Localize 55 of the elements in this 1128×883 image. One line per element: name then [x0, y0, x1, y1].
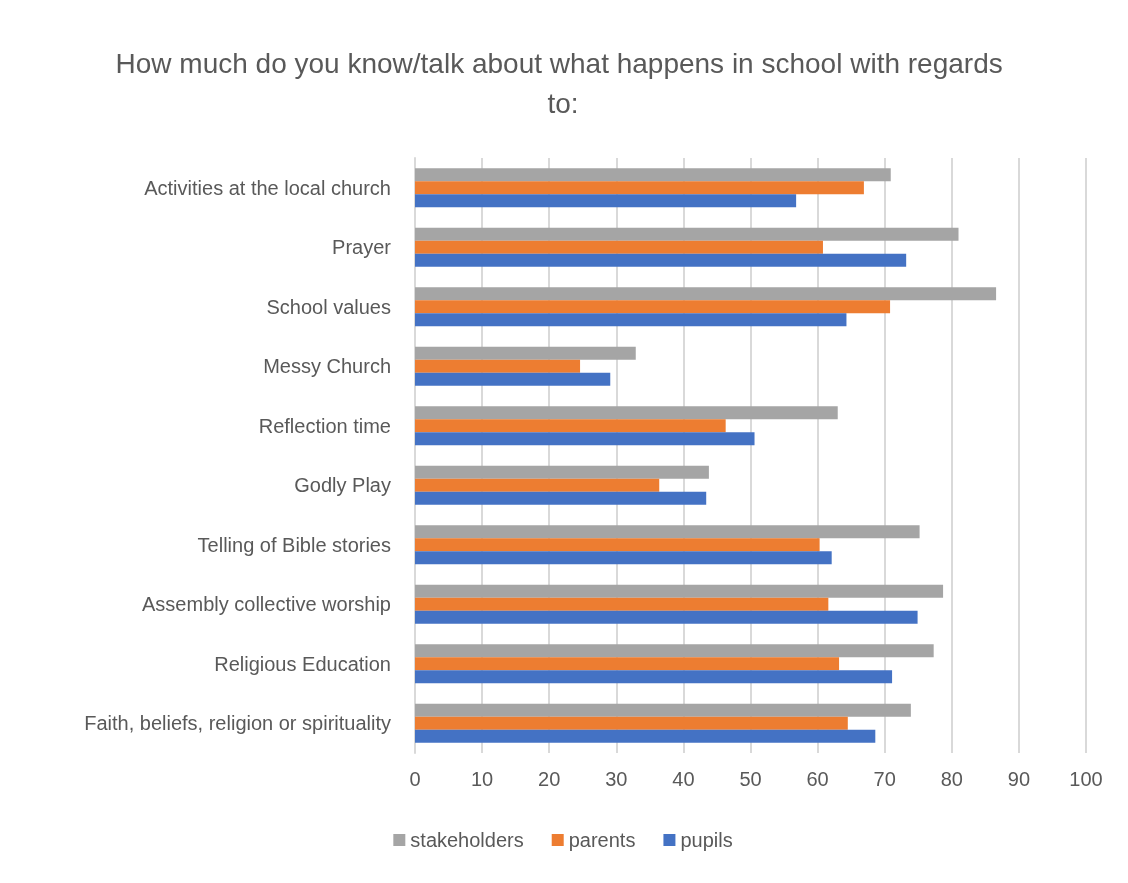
- y-tick-label: Activities at the local church: [144, 176, 391, 199]
- bar: [415, 313, 847, 327]
- bar: [415, 670, 893, 684]
- bar: [415, 194, 797, 208]
- bar: [415, 419, 726, 433]
- y-tick-label: School values: [266, 295, 391, 318]
- bar: [415, 538, 820, 552]
- y-tick-label: Telling of Bible stories: [197, 533, 391, 556]
- bar: [415, 478, 660, 492]
- bar: [415, 287, 997, 301]
- y-tick-label: Messy Church: [263, 355, 391, 378]
- x-tick-label: 10: [470, 768, 494, 790]
- x-tick-label: 20: [538, 768, 561, 790]
- bar: [415, 372, 611, 386]
- x-tick-label: 70: [873, 768, 896, 790]
- legend-label: parents: [568, 829, 636, 851]
- x-tick-label: 90: [1007, 768, 1031, 790]
- chart-title: How much do you know/talk about what happens in school with regards to:: [115, 47, 1011, 119]
- bar: [415, 168, 891, 182]
- bar: [415, 240, 823, 254]
- bar: [415, 584, 944, 598]
- bar: [415, 406, 838, 420]
- bar: [415, 491, 707, 505]
- bar: [415, 610, 918, 624]
- bar: [415, 551, 832, 565]
- bar: [415, 227, 959, 241]
- x-tick-label: 60: [806, 768, 829, 790]
- bar: [415, 300, 891, 314]
- bar: [415, 597, 829, 611]
- x-tick-label: 30: [605, 768, 628, 790]
- bar: [415, 525, 920, 539]
- bar: [415, 657, 840, 671]
- bar: [415, 432, 755, 446]
- y-tick-label: Reflection time: [258, 414, 391, 437]
- bar: [415, 359, 581, 373]
- x-tick-label: 0: [409, 768, 421, 790]
- bar: [415, 729, 876, 743]
- bar: [415, 644, 934, 658]
- bar: [415, 465, 709, 479]
- bar: [415, 253, 907, 267]
- y-tick-label: Faith, beliefs, religion or spirituality: [84, 712, 391, 735]
- bar: [415, 346, 636, 360]
- x-tick-label: 100: [1069, 768, 1103, 790]
- y-tick-label: Religious Education: [214, 652, 391, 675]
- legend-label: stakeholders: [410, 829, 524, 851]
- x-tick-label: 40: [672, 768, 695, 790]
- x-tick-label: 50: [739, 768, 762, 790]
- legend-label: pupils: [680, 829, 733, 851]
- x-tick-label: 80: [940, 768, 963, 790]
- bar: [415, 181, 864, 195]
- y-tick-label: Prayer: [332, 236, 392, 259]
- bar: [415, 716, 848, 730]
- bar: [415, 703, 911, 717]
- y-tick-label: Assembly collective worship: [142, 593, 391, 616]
- y-tick-label: Godly Play: [294, 474, 391, 497]
